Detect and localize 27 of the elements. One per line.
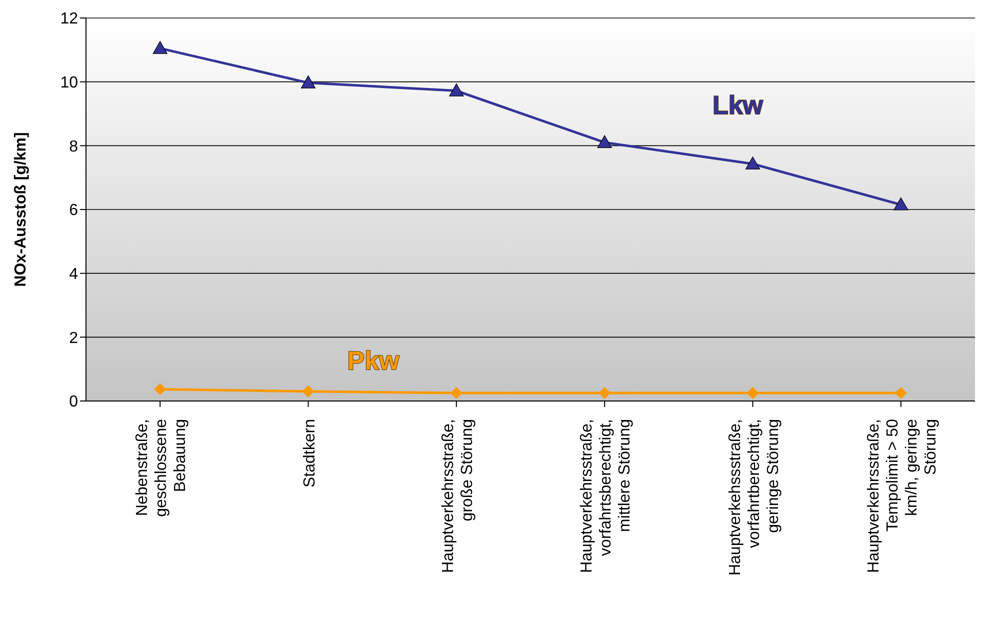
y-tick-label: 10 [60, 74, 78, 92]
x-tick-label: Hauptverkehrsstraße, vorfahrtsberechtigt, mittlere Störung [578, 419, 634, 573]
y-tick-label: 8 [69, 138, 78, 156]
y-tick-label: 2 [69, 330, 78, 347]
point [450, 387, 462, 400]
point [894, 387, 907, 400]
y-tick-label: 12 [60, 10, 78, 28]
point [449, 83, 464, 96]
y-tick-label: 6 [69, 202, 78, 220]
x-tick-label: Hauptverkehrsstraße, große Störung [440, 419, 476, 573]
point [154, 383, 166, 396]
series-label: Lkw [712, 90, 764, 120]
point [300, 75, 316, 88]
point [894, 197, 908, 210]
x-tick-label: Hauptverkehrsstraße, Tempolimit > 50 km/h, geringe Störung [865, 418, 940, 573]
point [746, 387, 759, 400]
y-tick-label: 0 [69, 394, 78, 411]
series-label: Pkw [347, 345, 400, 376]
x-tick-label: Stadtkern [301, 419, 318, 488]
point [597, 135, 612, 148]
point [302, 385, 314, 398]
point [745, 156, 760, 170]
y-tick-label: 4 [69, 266, 78, 284]
y-axis-title: NOx-Ausstoß [g/km] [12, 132, 30, 287]
point [152, 41, 168, 54]
x-tick-label: Nebenstraße, geschlossene Bebauung [134, 418, 190, 517]
point [598, 387, 611, 400]
